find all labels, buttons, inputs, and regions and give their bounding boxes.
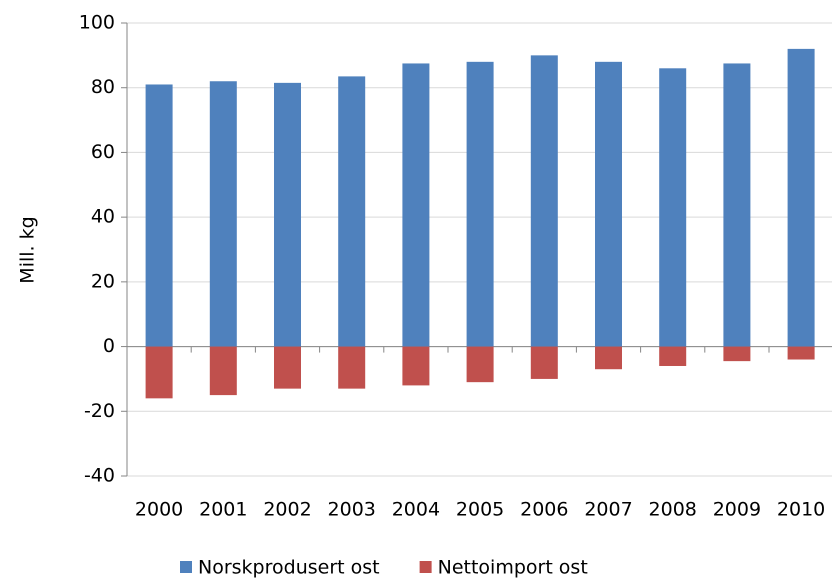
bar bbox=[530, 55, 558, 347]
x-tick-label: 2002 bbox=[263, 499, 311, 521]
bar bbox=[723, 63, 751, 347]
y-tick-label: -40 bbox=[84, 465, 115, 487]
bar bbox=[659, 68, 687, 347]
bar bbox=[338, 346, 366, 389]
y-tick-label: 40 bbox=[91, 206, 115, 228]
y-tick-label: 60 bbox=[91, 141, 115, 163]
y-axis-label: Mill. kg bbox=[17, 216, 39, 283]
bar bbox=[723, 346, 751, 362]
bar bbox=[145, 346, 173, 399]
bar bbox=[209, 346, 237, 396]
bar bbox=[595, 61, 622, 347]
legend-swatch bbox=[180, 561, 192, 573]
x-tick-label: 2005 bbox=[456, 499, 504, 521]
bar bbox=[209, 81, 237, 347]
x-tick-label: 2006 bbox=[520, 499, 568, 521]
x-tick-label: 2001 bbox=[199, 499, 247, 521]
bar bbox=[787, 48, 815, 347]
bar bbox=[402, 63, 430, 347]
x-tick-label: 2003 bbox=[328, 499, 376, 521]
bar bbox=[466, 61, 494, 347]
x-tick-label: 2004 bbox=[392, 499, 440, 521]
y-tick-label: 20 bbox=[91, 270, 115, 292]
x-tick-label: 2000 bbox=[135, 499, 183, 521]
bar bbox=[530, 346, 558, 379]
y-tick-label: 80 bbox=[91, 76, 115, 98]
bar bbox=[402, 346, 430, 386]
bar bbox=[659, 346, 687, 366]
y-tick-label: 100 bbox=[79, 12, 115, 34]
bar bbox=[274, 346, 301, 389]
bar bbox=[595, 346, 622, 370]
legend-label: Nettoimport ost bbox=[438, 557, 588, 579]
bar bbox=[338, 76, 366, 347]
x-tick-label: 2007 bbox=[584, 499, 632, 521]
x-tick-label: 2008 bbox=[649, 499, 697, 521]
x-tick-label: 2010 bbox=[777, 499, 825, 521]
y-tick-label: -20 bbox=[84, 400, 115, 422]
y-tick-label: 0 bbox=[103, 335, 115, 357]
x-tick-label: 2009 bbox=[713, 499, 761, 521]
legend-swatch bbox=[419, 561, 432, 573]
legend-label: Norskprodusert ost bbox=[198, 557, 380, 579]
bar bbox=[466, 346, 494, 383]
bar bbox=[145, 84, 173, 347]
bar bbox=[787, 346, 815, 360]
bar bbox=[274, 82, 301, 347]
